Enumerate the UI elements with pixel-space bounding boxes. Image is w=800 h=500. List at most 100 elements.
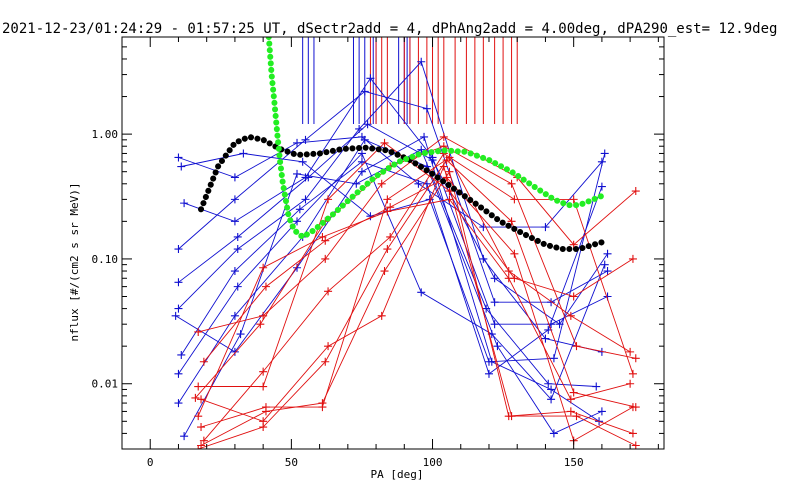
red-data-point (324, 342, 333, 351)
red-series (197, 167, 637, 449)
red-data-point (442, 173, 451, 182)
red-data-point (566, 407, 575, 416)
red-series (199, 149, 637, 445)
blue-data-point (239, 149, 248, 158)
red-series-line (203, 152, 634, 441)
red-data-point (383, 207, 392, 216)
blue-data-point (180, 199, 189, 208)
x-tick-label: 50 (285, 456, 298, 469)
red-data-point (439, 162, 448, 171)
blue-data-point (298, 157, 307, 166)
blue-series-line (178, 136, 603, 228)
red-data-point (380, 138, 389, 147)
blue-data-point (603, 267, 612, 276)
blue-series-line (178, 90, 608, 303)
blue-data-point (490, 298, 499, 307)
blue-series-line (178, 60, 603, 353)
blue-data-point (490, 274, 499, 283)
red-data-point (628, 369, 637, 378)
blue-series (174, 57, 606, 356)
red-data-point (566, 395, 575, 404)
red-data-point (445, 195, 454, 204)
red-data-point (626, 347, 635, 356)
axes: 0 50 100 150 0.01 0.10 1.00 (92, 36, 665, 469)
red-data-point (377, 311, 386, 320)
red-data-point (318, 399, 327, 408)
red-data-point (194, 412, 203, 421)
blue-data-point (357, 167, 366, 176)
blue-data-point (490, 320, 499, 329)
blue-data-point (600, 149, 609, 158)
red-data-point (631, 441, 640, 449)
blue-data-point (360, 87, 369, 96)
blue-series (180, 74, 612, 329)
plot-frame (121, 36, 665, 450)
black-fit-curve (198, 133, 611, 252)
red-series (199, 173, 637, 445)
blue-data-point (541, 223, 550, 232)
blue-data-point (295, 205, 304, 214)
red-data-point (259, 367, 268, 376)
y-tick-label: 1.00 (92, 128, 119, 141)
red-data-point (259, 382, 268, 391)
blue-data-point (180, 432, 189, 441)
red-data-point (386, 232, 395, 241)
x-tick-label: 0 (147, 456, 154, 469)
blue-data-point (293, 138, 302, 147)
red-data-point (380, 267, 389, 276)
blue-series (174, 149, 609, 404)
blue-data-point (230, 173, 239, 182)
red-data-point (386, 203, 395, 212)
x-axis-label: PA [deg] (371, 468, 424, 481)
red-data-point (259, 263, 268, 272)
blue-data-point (549, 354, 558, 363)
blue-data-point (547, 395, 556, 404)
red-data-point (510, 249, 519, 258)
blue-data-point (174, 245, 183, 254)
red-data-point (631, 187, 640, 196)
blue-series-line (178, 139, 603, 434)
blue-series-line (178, 123, 608, 325)
blue-data-point (363, 120, 372, 129)
blue-data-point (357, 149, 366, 158)
blue-data-point (541, 334, 550, 343)
red-data-point (383, 245, 392, 254)
green-fit-curve-line (265, 37, 605, 241)
red-series-line (198, 136, 637, 333)
plot-clipped (171, 37, 640, 449)
red-series (194, 138, 637, 391)
blue-data-point (301, 195, 310, 204)
red-data-point (383, 195, 392, 204)
blue-data-point (482, 304, 491, 313)
blue-data-point (357, 157, 366, 166)
blue-data-point (230, 347, 239, 356)
red-data-point (191, 393, 200, 402)
red-data-point (569, 292, 578, 301)
red-data-point (261, 407, 270, 416)
black-fit-curve-line (198, 133, 611, 252)
blue-data-point (597, 407, 606, 416)
red-data-point (197, 395, 206, 404)
red-data-point (439, 132, 448, 141)
blue-data-point (355, 124, 364, 133)
blue-series-line (178, 152, 606, 401)
red-series-line (203, 176, 634, 442)
red-data-point (194, 382, 203, 391)
red-data-point (626, 379, 635, 388)
red-data-point (199, 357, 208, 366)
y-tick-label: 0.10 (92, 253, 119, 266)
red-data-point (445, 167, 454, 176)
blue-series (174, 87, 612, 307)
red-data-point (377, 179, 386, 188)
red-data-point (259, 417, 268, 426)
red-data-point (318, 232, 327, 241)
red-series (194, 195, 635, 421)
red-data-point (194, 327, 203, 336)
red-data-point (321, 357, 330, 366)
red-data-point (628, 429, 637, 438)
red-data-point (324, 195, 333, 204)
red-data-point (199, 436, 208, 445)
blue-data-point (592, 382, 601, 391)
y-tick-label: 0.01 (92, 378, 119, 391)
blue-data-point (420, 132, 429, 141)
